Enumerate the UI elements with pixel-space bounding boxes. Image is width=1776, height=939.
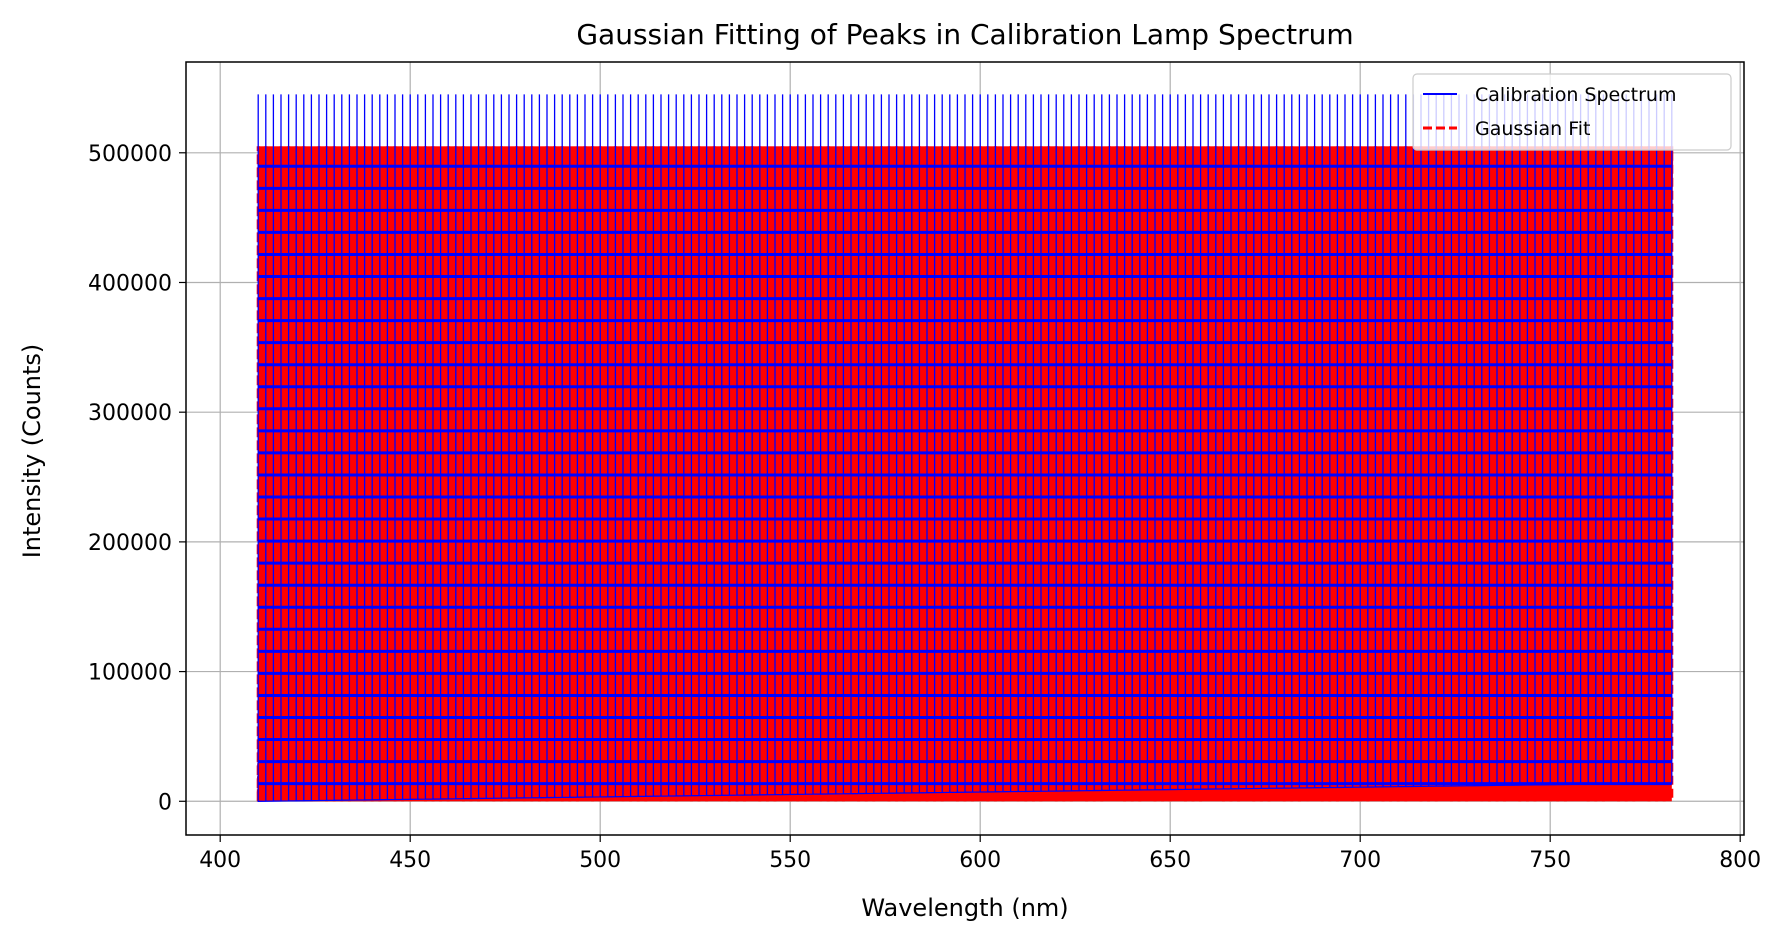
chart-title: Gaussian Fitting of Peaks in Calibration… xyxy=(576,18,1353,51)
x-tick-label: 700 xyxy=(1339,848,1381,873)
x-tick-label: 450 xyxy=(389,848,431,873)
plot-frame xyxy=(185,61,1745,836)
x-tick-label: 500 xyxy=(579,848,621,873)
calibration-spectrum-series xyxy=(257,94,1673,802)
x-tick-label: 650 xyxy=(1149,848,1191,873)
x-tick-label: 600 xyxy=(959,848,1001,873)
y-tick-label: 0 xyxy=(158,790,172,815)
y-tick-label: 500000 xyxy=(88,142,172,167)
x-tick-label: 400 xyxy=(199,848,241,873)
legend-label: Calibration Spectrum xyxy=(1475,84,1677,106)
legend-label: Gaussian Fit xyxy=(1475,118,1590,140)
y-tick-label: 400000 xyxy=(88,271,172,296)
y-tick-label: 300000 xyxy=(88,401,172,426)
y-tick-label: 100000 xyxy=(88,661,172,686)
x-tick-label: 550 xyxy=(769,848,811,873)
legend: Calibration Spectrum Gaussian Fit xyxy=(1412,73,1732,151)
plot-data xyxy=(256,94,1674,802)
x-tick-label: 800 xyxy=(1719,848,1761,873)
y-axis-label: Intensity (Counts) xyxy=(18,344,46,559)
y-tick-label: 200000 xyxy=(88,531,172,556)
legend-box xyxy=(1412,73,1732,151)
x-tick-label: 750 xyxy=(1529,848,1571,873)
x-axis-label: Wavelength (nm) xyxy=(861,894,1068,922)
axis-ticks: 400 450 500 550 600 650 700 750 800 0 100000 200000… xyxy=(88,142,1761,873)
